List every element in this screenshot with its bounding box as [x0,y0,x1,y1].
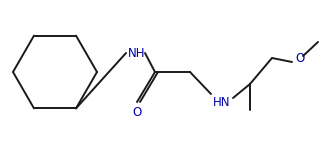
Text: NH: NH [128,47,145,60]
Text: O: O [295,51,304,65]
Text: O: O [132,106,141,119]
Text: HN: HN [213,96,230,109]
